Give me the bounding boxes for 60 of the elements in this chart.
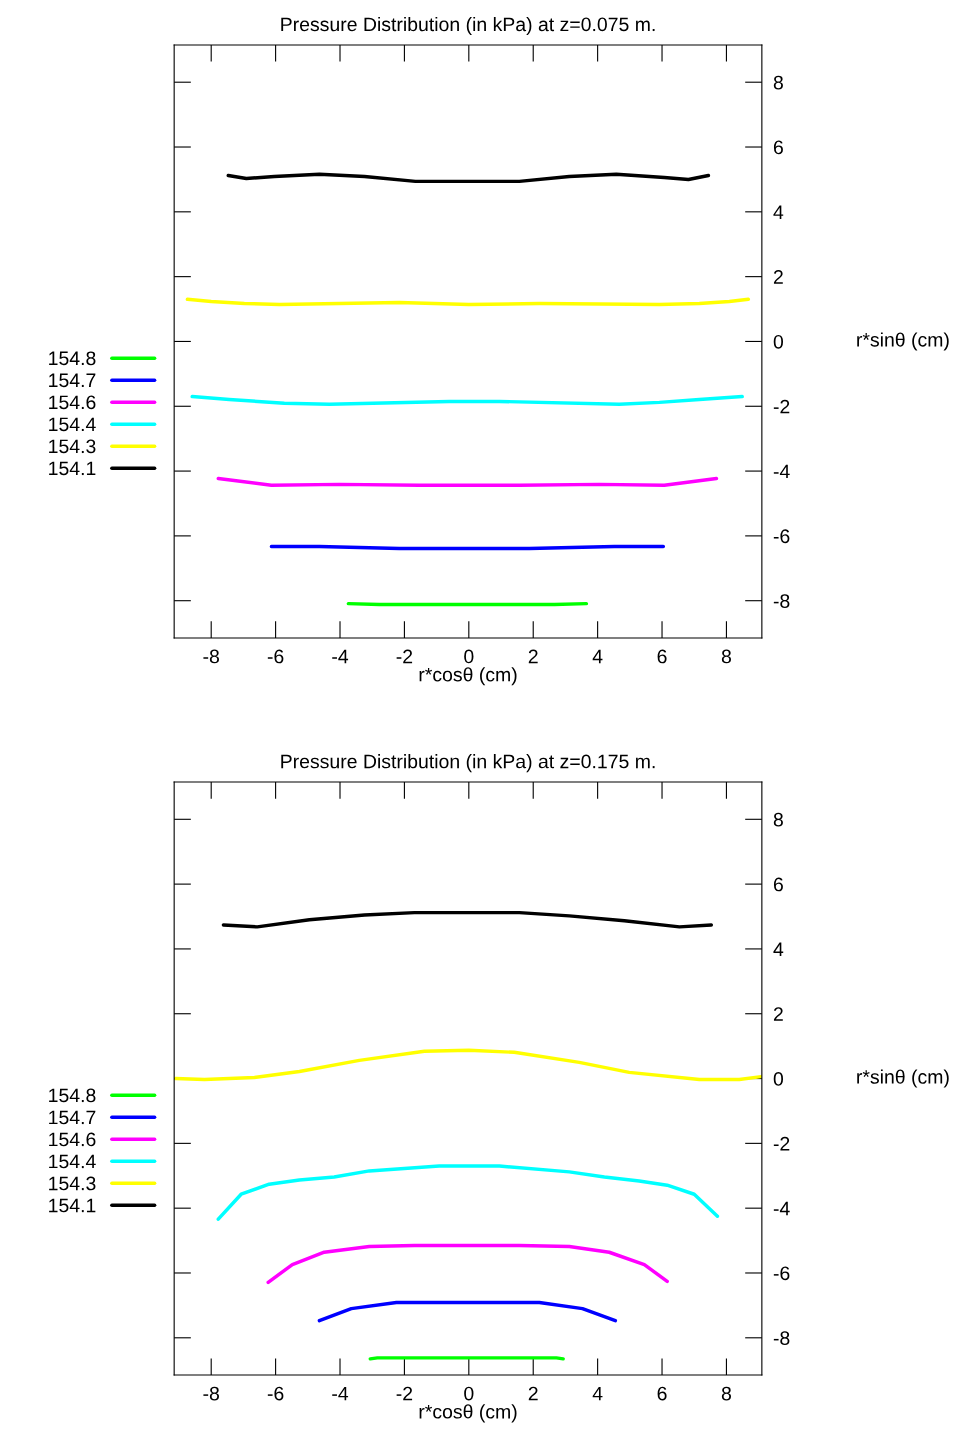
x-tick-label: -4 — [332, 649, 349, 664]
x-tick-label: 6 — [657, 649, 667, 664]
legend-label: 154.3 — [49, 1176, 96, 1191]
x-tick-label: 6 — [657, 1386, 667, 1401]
y-tick-label: -8 — [773, 1331, 790, 1346]
y-axis-title: r*sinθ (cm) — [857, 1069, 949, 1088]
y-tick-label: 8 — [773, 75, 783, 90]
y-tick-label: 6 — [773, 877, 783, 892]
y-tick-label: -6 — [773, 1266, 790, 1281]
x-tick-label: 0 — [464, 649, 474, 664]
legend-label: 154.3 — [49, 439, 96, 454]
legend-label: 154.8 — [49, 351, 96, 366]
y-tick-label: 8 — [773, 812, 783, 827]
y-tick-label: 0 — [773, 1072, 784, 1086]
legend-label: 154.8 — [49, 1088, 96, 1103]
x-tick-label: 8 — [721, 649, 731, 664]
line-series — [174, 1048, 762, 1082]
y-tick-label: 0 — [773, 334, 784, 349]
y-tick-label: -8 — [773, 594, 790, 608]
y-tick-label: 2 — [773, 1007, 783, 1021]
x-tick-label: -6 — [267, 1386, 284, 1401]
x-axis-title: r*cosθ (cm) — [419, 1404, 517, 1423]
y-tick-label: 6 — [773, 140, 783, 155]
line-series — [190, 394, 744, 407]
x-tick-label: -4 — [332, 1386, 349, 1401]
x-tick-label: 2 — [528, 1386, 538, 1401]
y-tick-label: 4 — [773, 205, 784, 219]
y-tick-label: 4 — [773, 942, 784, 956]
x-tick-label: 0 — [464, 1386, 474, 1401]
line-series — [221, 910, 714, 929]
x-tick-label: -6 — [267, 649, 284, 664]
x-tick-label: -2 — [396, 649, 413, 664]
line-series — [226, 172, 711, 184]
legend-label: 154.1 — [49, 1198, 96, 1213]
legend-label: 154.1 — [49, 461, 96, 476]
y-axis-title: r*sinθ (cm) — [857, 332, 949, 351]
x-axis-title: r*cosθ (cm) — [419, 667, 517, 686]
x-tick-label: 2 — [528, 649, 538, 664]
chart-title: Pressure Distribution (in kPa) at z=0.175 m. — [281, 754, 655, 773]
y-tick-label: -4 — [773, 1201, 790, 1216]
chart-title: Pressure Distribution (in kPa) at z=0.075 m. — [281, 16, 655, 36]
x-tick-label: -8 — [203, 649, 219, 664]
legend-label: 154.4 — [49, 1154, 96, 1169]
y-tick-label: -4 — [773, 464, 790, 479]
x-tick-label: 8 — [721, 1386, 731, 1401]
x-tick-label: 4 — [592, 1386, 603, 1401]
y-tick-label: -6 — [773, 529, 790, 544]
x-tick-label: 4 — [592, 649, 603, 664]
y-tick-label: -2 — [773, 399, 790, 414]
line-series — [266, 1243, 669, 1285]
line-series — [216, 1164, 720, 1221]
legend-label: 154.6 — [49, 395, 96, 410]
y-tick-label: -2 — [773, 1136, 790, 1151]
legend-label: 154.7 — [49, 373, 96, 388]
legend-label: 154.7 — [49, 1110, 96, 1125]
x-tick-label: -8 — [203, 1386, 219, 1401]
x-tick-label: -2 — [396, 1386, 413, 1401]
legend-label: 154.4 — [49, 417, 96, 432]
legend-label: 154.6 — [49, 1132, 96, 1147]
y-tick-label: 2 — [773, 270, 783, 284]
